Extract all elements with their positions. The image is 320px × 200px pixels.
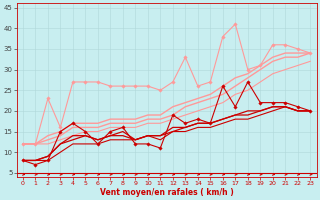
X-axis label: Vent moyen/en rafales ( km/h ): Vent moyen/en rafales ( km/h ) [100, 188, 234, 197]
